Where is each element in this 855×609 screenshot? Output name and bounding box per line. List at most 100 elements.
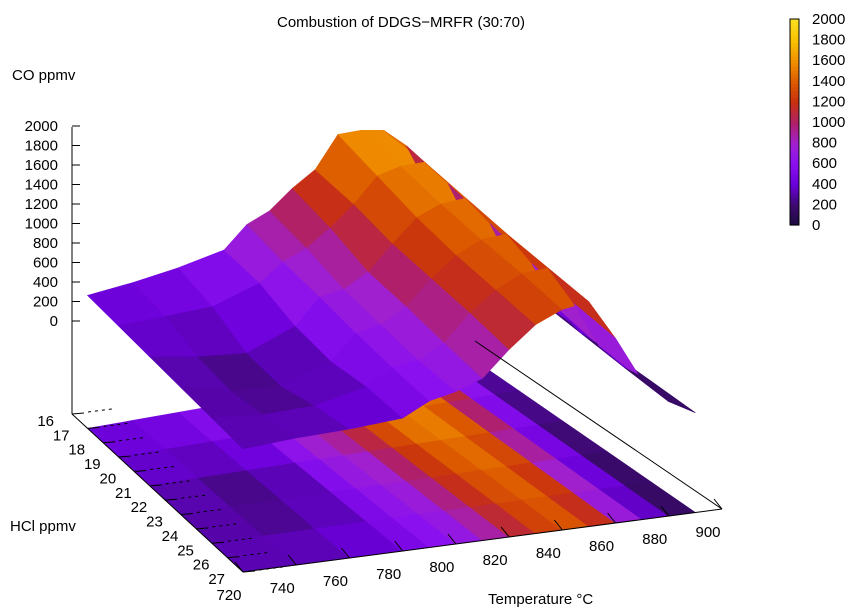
z-tick-label: 1400: [25, 177, 58, 194]
floor-right-edge: [474, 340, 723, 510]
y-tick-label: 19: [84, 456, 101, 473]
y-tick-label: 27: [208, 571, 225, 588]
y-tick: [211, 541, 224, 544]
colorbar-tick-label: 800: [812, 135, 837, 152]
x-tick: [553, 519, 563, 531]
colorbar-tick-label: 400: [812, 176, 837, 193]
surface-plot: [86, 129, 696, 450]
colorbar-swatch: [790, 211, 799, 216]
z-tick-label: 400: [33, 274, 58, 291]
z-tick-label: 1000: [25, 216, 58, 233]
z-tick-label: 2000: [25, 118, 58, 135]
x-tick: [287, 554, 297, 566]
y-tick-label: 22: [131, 499, 148, 516]
z-axis-label: CO ppmv: [12, 67, 76, 84]
y-tick-label: 24: [162, 528, 179, 545]
colorbar-tick-label: 2000: [812, 11, 845, 28]
y-grid: [87, 408, 113, 413]
colorbar-tick-label: 0: [812, 217, 820, 234]
surface-cell: [625, 368, 696, 413]
colorbar-swatch: [790, 221, 799, 226]
x-tick: [234, 561, 244, 573]
y-tick: [103, 441, 116, 444]
colorbar-swatch: [790, 43, 799, 48]
colorbar-swatch: [790, 101, 799, 106]
surface-cell: [573, 303, 643, 381]
colorbar-swatch: [790, 94, 799, 99]
colorbar-swatch: [790, 218, 799, 223]
z-tick-label: 1200: [25, 196, 58, 213]
y-tick: [118, 455, 131, 458]
colorbar-swatch: [790, 118, 799, 123]
z-tick-label: 600: [33, 255, 58, 272]
y-tick: [87, 426, 100, 429]
colorbar-swatch: [790, 122, 799, 127]
z-tick-label: 0: [50, 313, 58, 330]
y-tick: [180, 513, 193, 516]
colorbar-swatch: [790, 173, 799, 178]
colorbar-swatch: [790, 29, 799, 34]
colorbar-swatch: [790, 111, 799, 116]
y-tick-label: 23: [146, 514, 163, 531]
colorbar-swatch: [790, 170, 799, 175]
colorbar-swatch: [790, 87, 799, 92]
colorbar-swatch: [790, 135, 799, 140]
colorbar-swatch: [790, 56, 799, 61]
colorbar-swatch: [790, 115, 799, 120]
y-tick-label: 20: [99, 470, 116, 487]
colorbar-swatch: [790, 39, 799, 44]
colorbar-swatch: [790, 187, 799, 192]
y-tick-label: 18: [68, 442, 85, 459]
colorbar-swatch: [790, 80, 799, 85]
y-axis-line: [71, 413, 244, 573]
colorbar-swatch: [790, 63, 799, 68]
colorbar-swatch: [790, 73, 799, 78]
z-tick-label: 1600: [25, 157, 58, 174]
y-tick: [165, 498, 178, 501]
colorbar-swatch: [790, 49, 799, 54]
colorbar-swatch: [790, 200, 799, 205]
colorbar-tick-label: 1000: [812, 114, 845, 131]
z-tick-label: 800: [33, 235, 58, 252]
colorbar-swatch: [790, 36, 799, 41]
colorbar-swatch: [790, 132, 799, 137]
y-tick-label: 21: [115, 485, 132, 502]
colorbar-swatch: [790, 149, 799, 154]
x-tick-label: 880: [642, 531, 667, 548]
colorbar-swatch: [790, 67, 799, 72]
colorbar-swatch: [790, 204, 799, 209]
colorbar-tick-label: 1200: [812, 93, 845, 110]
x-tick: [447, 533, 457, 545]
x-tick: [394, 540, 404, 552]
y-tick-label: 26: [193, 557, 210, 574]
y-axis-label: HCl ppmv: [10, 518, 76, 535]
x-axis-label: Temperature °C: [488, 591, 593, 608]
y-tick-label: 16: [37, 413, 54, 430]
colorbar-tick-label: 600: [812, 155, 837, 172]
x-tick-label: 900: [695, 524, 720, 541]
x-tick-label: 840: [536, 545, 561, 562]
x-tick-label: 720: [216, 587, 241, 604]
colorbar-swatch: [790, 108, 799, 113]
y-tick: [134, 469, 147, 472]
x-tick-label: 860: [589, 538, 614, 555]
y-tick-label: 25: [177, 542, 194, 559]
colorbar-swatch: [790, 25, 799, 30]
colorbar-swatch: [790, 70, 799, 75]
colorbar-swatch: [790, 97, 799, 102]
y-tick: [71, 412, 85, 415]
colorbar-swatch: [790, 156, 799, 161]
colorbar-swatch: [790, 180, 799, 185]
x-tick: [607, 512, 616, 524]
x-tick: [341, 547, 350, 559]
y-tick: [149, 484, 162, 487]
colorbar-swatch: [790, 163, 799, 168]
colorbar: 0 200 400 600 800 1000 1200 1400 1600 1800 2000: [789, 11, 845, 234]
colorbar-swatch: [790, 125, 799, 130]
x-tick: [500, 526, 510, 538]
x-tick: [660, 505, 670, 517]
colorbar-swatch: [790, 84, 799, 89]
colorbar-swatch: [790, 53, 799, 58]
x-tick-label: 800: [429, 559, 454, 576]
